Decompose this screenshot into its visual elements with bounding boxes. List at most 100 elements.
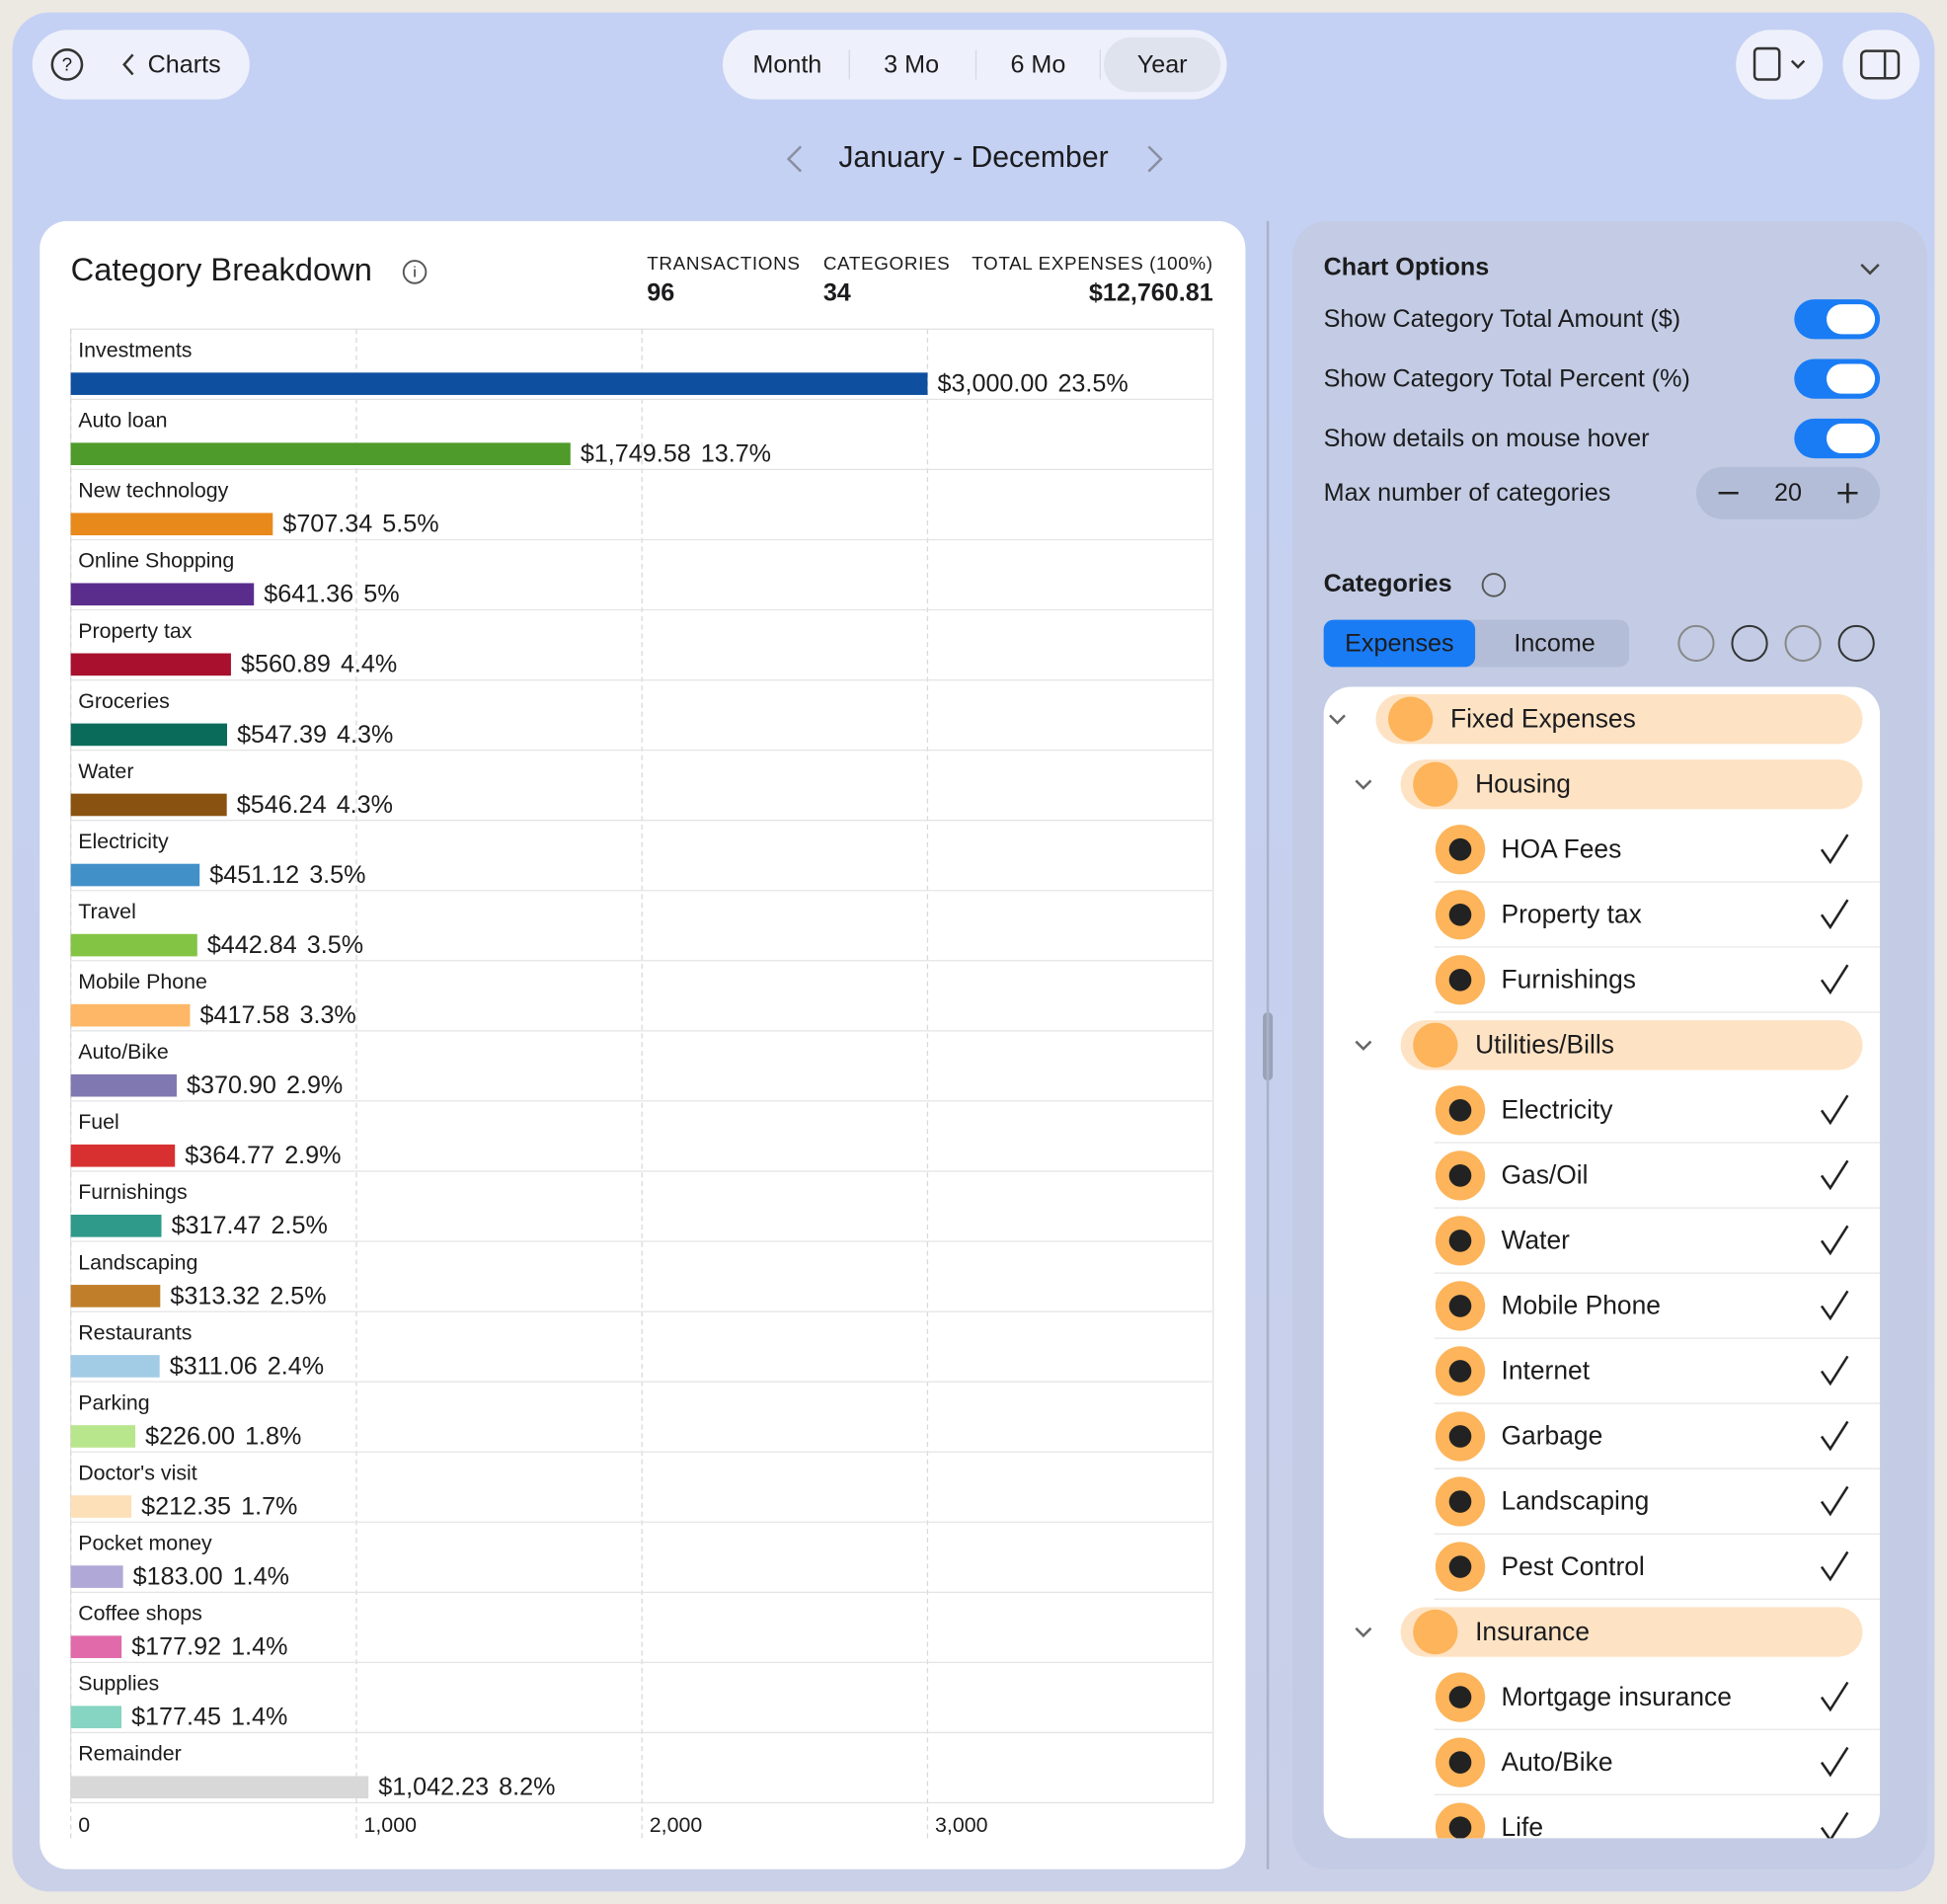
category-label: Groceries bbox=[78, 689, 170, 713]
x-tick-label: 2,000 bbox=[650, 1813, 703, 1837]
item-label[interactable]: HOA Fees bbox=[1502, 833, 1622, 863]
checkmark[interactable] bbox=[1820, 833, 1849, 865]
category-label: Remainder bbox=[78, 1742, 182, 1766]
back-chevron bbox=[122, 53, 134, 76]
item-label[interactable]: Garbage bbox=[1502, 1421, 1603, 1451]
category-label: New technology bbox=[78, 479, 228, 503]
back-pill[interactable] bbox=[32, 30, 250, 100]
checkmark[interactable] bbox=[1820, 1290, 1849, 1321]
group-label[interactable]: Fixed Expenses bbox=[1450, 703, 1636, 733]
item-label[interactable]: Water bbox=[1502, 1226, 1571, 1255]
checkmark[interactable] bbox=[1820, 1159, 1849, 1191]
item-label[interactable]: Landscaping bbox=[1502, 1486, 1650, 1516]
item-label[interactable]: Furnishings bbox=[1502, 965, 1637, 994]
x-tick-label: 3,000 bbox=[935, 1813, 988, 1837]
info-icon[interactable] bbox=[1481, 573, 1507, 597]
checkmark[interactable] bbox=[1820, 1485, 1849, 1517]
category-label: Travel bbox=[78, 900, 136, 923]
report-chevron bbox=[1790, 59, 1806, 69]
help-icon[interactable] bbox=[50, 48, 84, 81]
checkmark[interactable] bbox=[1820, 1681, 1849, 1712]
item-label[interactable]: Internet bbox=[1502, 1356, 1591, 1386]
bar bbox=[70, 1495, 132, 1518]
tab-selected bbox=[1323, 619, 1476, 668]
category-label: Coffee shops bbox=[78, 1602, 202, 1626]
checkmark[interactable] bbox=[1820, 1811, 1849, 1841]
tab[interactable]: Expenses bbox=[1345, 629, 1453, 657]
period-option[interactable]: 6 Mo bbox=[1010, 50, 1065, 78]
expand-chevron[interactable] bbox=[1355, 1040, 1372, 1051]
item-icon-inner bbox=[1448, 903, 1472, 926]
collapse-chevron[interactable] bbox=[1860, 263, 1880, 276]
value-label: $546.24 bbox=[237, 791, 327, 819]
value-label: $3,000.00 bbox=[938, 370, 1049, 398]
bar bbox=[70, 1776, 369, 1799]
categories-title: Categories bbox=[1324, 570, 1452, 597]
help-glyph: ? bbox=[62, 54, 73, 75]
category-label: Parking bbox=[78, 1390, 149, 1414]
checkmark[interactable] bbox=[1820, 1420, 1849, 1452]
period-option[interactable]: Month bbox=[752, 50, 821, 78]
toggle-label: Show details on mouse hover bbox=[1324, 425, 1650, 452]
group-pill bbox=[1400, 1607, 1863, 1657]
sidebar-button[interactable] bbox=[1842, 30, 1920, 100]
value-label: $370.90 bbox=[187, 1071, 276, 1099]
percent-label: 2.9% bbox=[286, 1071, 343, 1099]
expand-chevron[interactable] bbox=[1329, 714, 1346, 725]
item-icon-inner bbox=[1448, 1816, 1472, 1839]
info-icon[interactable] bbox=[402, 260, 428, 284]
category-label: Water bbox=[78, 759, 133, 783]
item-label[interactable]: Life bbox=[1502, 1812, 1544, 1842]
category-label: Property tax bbox=[78, 619, 193, 643]
value-label: $177.45 bbox=[131, 1704, 221, 1731]
x-tick-label: 0 bbox=[78, 1813, 90, 1837]
value-label: $183.00 bbox=[133, 1562, 223, 1590]
item-label[interactable]: Property tax bbox=[1502, 899, 1642, 928]
category-label: Auto/Bike bbox=[78, 1040, 169, 1064]
category-label: Doctor's visit bbox=[78, 1461, 197, 1484]
value-label: $177.92 bbox=[131, 1633, 221, 1661]
item-icon-inner bbox=[1448, 968, 1472, 992]
period-option[interactable]: Year bbox=[1137, 50, 1188, 78]
checkmark[interactable] bbox=[1820, 964, 1849, 995]
item-label[interactable]: Electricity bbox=[1502, 1095, 1614, 1125]
period-option[interactable]: 3 Mo bbox=[884, 50, 939, 78]
checkmark[interactable] bbox=[1820, 1355, 1849, 1387]
group-label[interactable]: Insurance bbox=[1475, 1617, 1590, 1646]
item-label[interactable]: Pest Control bbox=[1502, 1551, 1645, 1581]
item-label[interactable]: Gas/Oil bbox=[1502, 1160, 1589, 1190]
category-label: Investments bbox=[78, 339, 192, 362]
checkmark[interactable] bbox=[1820, 1225, 1849, 1256]
expand-chevron[interactable] bbox=[1355, 1626, 1372, 1638]
value-label: $313.32 bbox=[170, 1282, 260, 1309]
group-pill bbox=[1375, 694, 1863, 745]
options-title: Chart Options bbox=[1324, 253, 1490, 280]
checkmark[interactable] bbox=[1820, 1550, 1849, 1582]
checkmark[interactable] bbox=[1820, 1094, 1849, 1126]
item-label[interactable]: Mobile Phone bbox=[1502, 1291, 1661, 1320]
percent-label: 13.7% bbox=[701, 440, 771, 468]
bar bbox=[70, 863, 200, 887]
group-label[interactable]: Housing bbox=[1475, 768, 1571, 798]
back-label[interactable]: Charts bbox=[148, 50, 221, 78]
percent-label: 5.5% bbox=[382, 511, 438, 538]
item-icon-inner bbox=[1448, 1555, 1472, 1578]
date-arrows[interactable] bbox=[786, 145, 1163, 173]
stepper-plus[interactable] bbox=[1837, 483, 1858, 504]
percent-label: 4.4% bbox=[341, 651, 397, 678]
sort-buttons[interactable] bbox=[1677, 624, 1875, 663]
expand-chevron[interactable] bbox=[1355, 779, 1372, 790]
checkmark[interactable] bbox=[1820, 1746, 1849, 1778]
bar bbox=[70, 653, 231, 676]
bar bbox=[70, 1144, 176, 1167]
group-label[interactable]: Utilities/Bills bbox=[1475, 1030, 1614, 1060]
checkmark[interactable] bbox=[1820, 899, 1849, 930]
percent-label: 3.5% bbox=[307, 931, 363, 959]
percent-label: 1.8% bbox=[245, 1422, 301, 1450]
category-label: Electricity bbox=[78, 830, 169, 853]
item-label[interactable]: Auto/Bike bbox=[1502, 1747, 1613, 1777]
tab[interactable]: Income bbox=[1514, 629, 1595, 657]
period-selected bbox=[1104, 37, 1221, 93]
item-label[interactable]: Mortgage insurance bbox=[1502, 1682, 1732, 1711]
